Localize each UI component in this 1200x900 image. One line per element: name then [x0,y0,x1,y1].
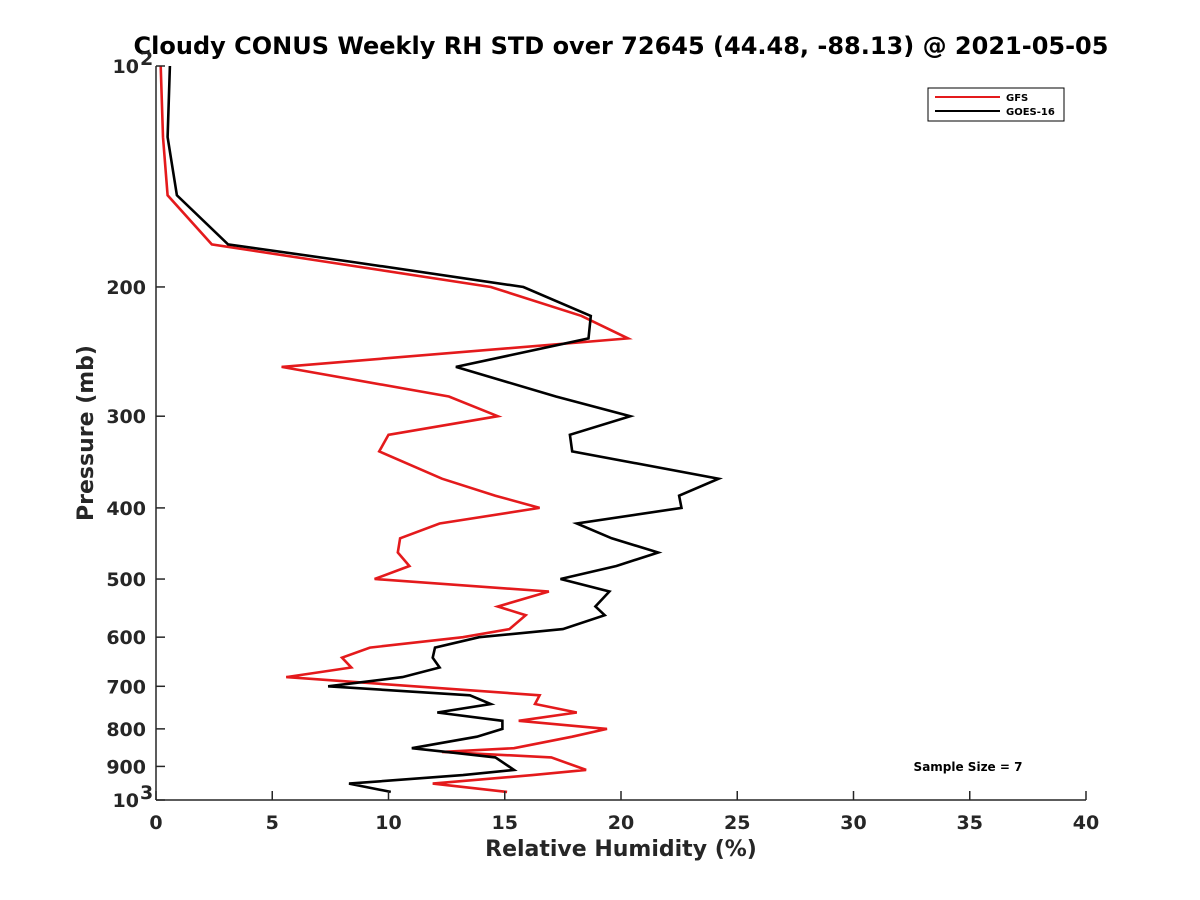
x-tick-label: 15 [492,812,518,834]
y-tick-exponent: 3 [140,782,153,804]
x-tick-label: 10 [375,812,401,834]
y-tick-label: 200 [106,277,146,299]
chart-title: Cloudy CONUS Weekly RH STD over 72645 (4… [134,32,1109,60]
x-tick-label: 35 [957,812,983,834]
x-tick-label: 20 [608,812,634,834]
y-tick-label: 900 [106,756,146,778]
y-tick-label: 400 [106,498,146,520]
y-axis-label: Pressure (mb) [74,345,99,521]
y-tick-label: 300 [106,406,146,428]
x-tick-label: 30 [840,812,866,834]
x-tick-label: 40 [1073,812,1099,834]
x-axis-label: Relative Humidity (%) [485,837,757,862]
x-tick-label: 25 [724,812,750,834]
legend: GFS GOES-16 [927,87,1065,122]
y-tick-label: 700 [106,676,146,698]
y-tick-exponent: 2 [140,48,153,70]
y-tick-label: 10 [113,56,139,78]
x-axis-ticks: 0 5 10 15 20 25 30 35 40 [149,791,1099,834]
legend-label-gfs: GFS [1006,93,1028,104]
y-tick-label: 500 [106,569,146,591]
series-line-gfs [159,65,633,794]
y-tick-label: 600 [106,627,146,649]
plot-area: 0 5 10 15 20 25 30 35 40 10 220030040050060070080… [106,48,1099,834]
y-tick-label: 10 [113,790,139,812]
legend-box [927,87,1065,122]
legend-label-goes16: GOES-16 [1006,107,1055,118]
sample-size-annotation: Sample Size = 7 [914,760,1023,774]
series-line-goes16 [166,65,724,794]
y-tick-label: 800 [106,719,146,741]
x-tick-label: 5 [266,812,279,834]
x-tick-label: 0 [149,812,162,834]
series-layer [159,65,724,794]
